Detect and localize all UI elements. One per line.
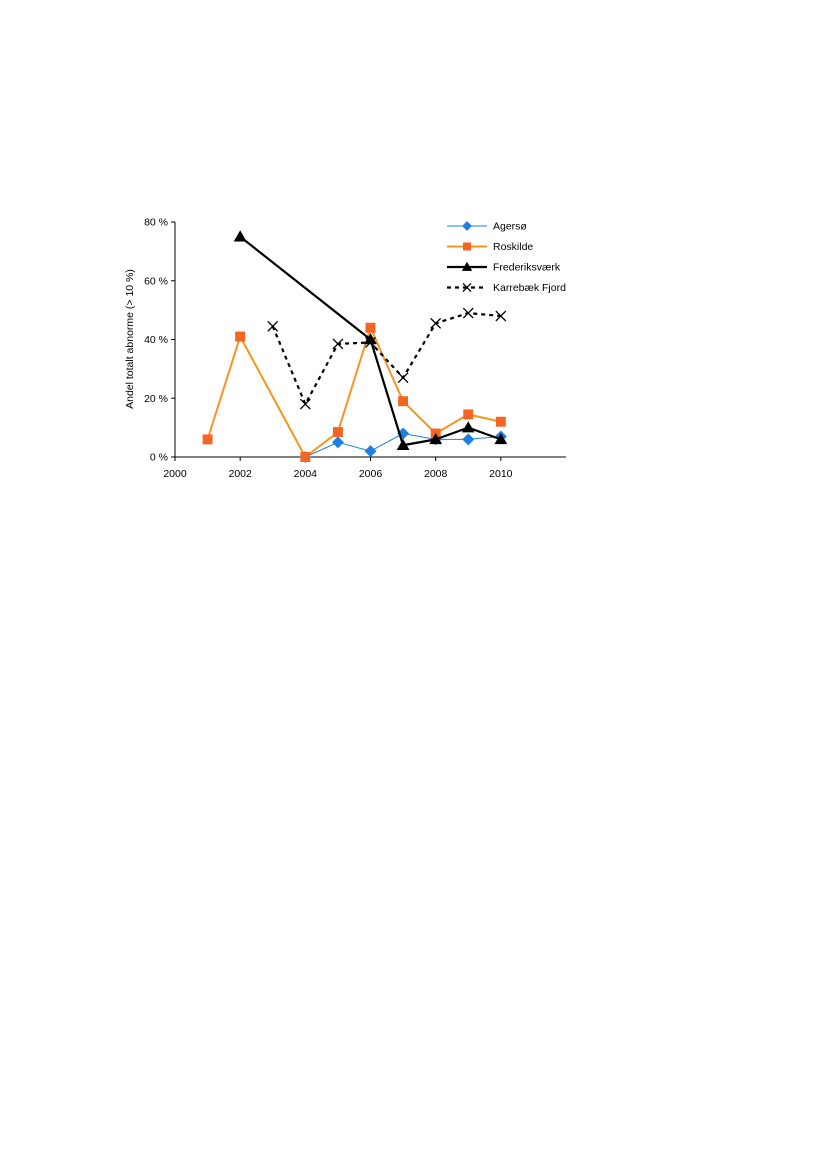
- x-tick-label: 2004: [294, 468, 318, 480]
- marker-frederiksv-rk: [396, 438, 410, 451]
- marker-roskilde: [398, 396, 409, 407]
- series-layer: [202, 230, 508, 463]
- marker-karreb-k-fjord: [397, 372, 409, 384]
- marker-karreb-k-fjord: [430, 317, 442, 329]
- marker-karreb-k-fjord: [462, 283, 472, 292]
- marker-karreb-k-fjord: [299, 398, 311, 410]
- series-roskilde: [202, 322, 506, 462]
- marker-karreb-k-fjord: [495, 310, 507, 322]
- y-tick-label: 40 %: [144, 334, 168, 346]
- marker-roskilde: [332, 427, 343, 437]
- marker-agers-: [462, 433, 475, 446]
- x-tick-label: 2000: [163, 468, 187, 480]
- x-tick-label: 2008: [424, 468, 448, 480]
- marker-karreb-k-fjord: [267, 320, 279, 332]
- x-tick-label: 2006: [359, 468, 383, 480]
- marker-agers-: [364, 445, 377, 458]
- marker-frederiksv-rk: [233, 230, 247, 242]
- marker-karreb-k-fjord: [462, 307, 474, 319]
- x-tick-label: 2010: [489, 468, 513, 480]
- y-tick-label: 20 %: [144, 393, 168, 405]
- marker-roskilde: [495, 416, 506, 427]
- series-line-roskilde: [206, 326, 502, 458]
- marker-roskilde: [300, 452, 311, 462]
- y-tick-label: 80 %: [144, 217, 168, 229]
- series-line-karreb-k-fjord: [271, 311, 501, 406]
- marker-roskilde: [235, 331, 246, 342]
- marker-roskilde: [365, 322, 376, 333]
- y-axis-label: Andel totalt abnorme (> 10 %): [124, 269, 136, 409]
- marker-karreb-k-fjord: [332, 338, 344, 350]
- series-frederiksv-rk: [233, 230, 508, 451]
- marker-agers-: [462, 221, 472, 231]
- y-tick-label: 60 %: [144, 275, 168, 287]
- marker-roskilde: [463, 409, 474, 420]
- marker-frederiksv-rk: [364, 333, 377, 345]
- marker-karreb-k-fjord: [365, 337, 376, 348]
- series-karreb-k-fjord: [267, 307, 507, 410]
- legend-label: Frederiksværk: [493, 262, 561, 274]
- marker-agers-: [331, 436, 344, 449]
- y-tick-label: 0 %: [150, 452, 168, 464]
- legend-item-karreb-k-fjord: Karrebæk Fjord: [447, 282, 566, 294]
- legend-item-agers-: Agersø: [447, 221, 527, 233]
- axes: 0 % 20 % 40 % 60 % 80 % 2000 2002 2004 2006 2008 2…: [144, 217, 566, 480]
- marker-frederiksv-rk: [429, 432, 443, 445]
- legend-item-frederiksv-rk: Frederiksværk: [447, 262, 561, 274]
- x-tick-label: 2002: [228, 468, 252, 480]
- marker-roskilde: [462, 242, 472, 251]
- series-line-frederiksv-rk: [239, 235, 502, 447]
- legend-item-roskilde: Roskilde: [447, 241, 533, 253]
- marker-roskilde: [202, 434, 213, 445]
- legend-label: Agersø: [493, 221, 527, 233]
- marker-frederiksv-rk: [494, 432, 508, 445]
- marker-frederiksv-rk: [461, 421, 475, 433]
- legend-label: Roskilde: [493, 241, 533, 253]
- legend-label: Karrebæk Fjord: [493, 282, 566, 294]
- legend: Agersø Roskilde Frederiksværk Karrebæk Fjor…: [447, 221, 566, 294]
- marker-frederiksv-rk: [461, 261, 473, 271]
